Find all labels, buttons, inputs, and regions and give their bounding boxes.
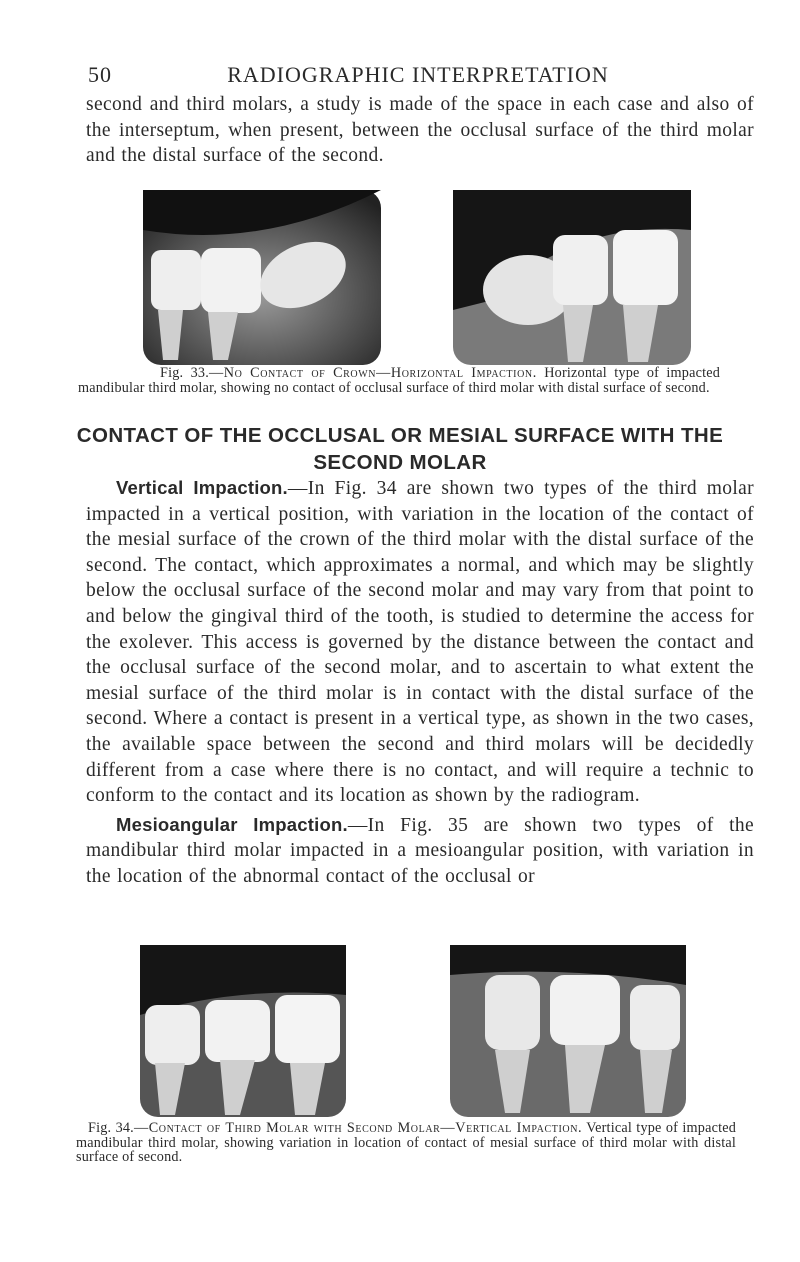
figure-text: Vertical type of impacted mandibular thi…	[76, 1120, 736, 1165]
radiograph	[450, 945, 686, 1117]
intro-paragraph: second and third molars, a study is made…	[86, 94, 754, 167]
figure-caption: Fig. 34.—Contact of Third Molar with Sec…	[76, 1121, 736, 1165]
section-heading: CONTACT OF THE OCCLUSAL OR MESIAL SURFAC…	[76, 424, 724, 474]
paragraph-text: —In Fig. 34 are shown two types of the t…	[86, 478, 754, 807]
run-in-head: Mesioangular Impaction.	[116, 813, 348, 835]
radiograph	[453, 190, 691, 365]
running-head: RADIOGRAPHIC INTERPRETATION	[227, 62, 609, 87]
figure-label: Fig. 34.	[88, 1120, 134, 1136]
body-text: Vertical Impaction.—In Fig. 34 are shown…	[86, 475, 754, 893]
radiograph	[140, 945, 346, 1117]
paragraph-text: —In Fig. 35 are shown two types of the m…	[86, 814, 755, 887]
run-in-head: Vertical Impaction.	[116, 477, 288, 498]
figure-caption: Fig. 33.—No Contact of Crown—Horizontal …	[78, 366, 720, 395]
paragraph: Mesioangular Impaction.—In Fig. 35 are s…	[86, 812, 754, 890]
paragraph: Vertical Impaction.—In Fig. 34 are shown…	[86, 475, 754, 809]
figure-label: Fig. 33.	[160, 365, 209, 381]
figure-text: Horizontal type of impacted mandibular t…	[78, 365, 721, 396]
figure-title: —No Contact of Crown—Horizontal Impactio…	[208, 365, 537, 381]
page-number: 50	[88, 62, 112, 87]
radiograph	[143, 190, 381, 365]
figure-title: —Contact of Third Molar with Second Mola…	[133, 1120, 583, 1136]
